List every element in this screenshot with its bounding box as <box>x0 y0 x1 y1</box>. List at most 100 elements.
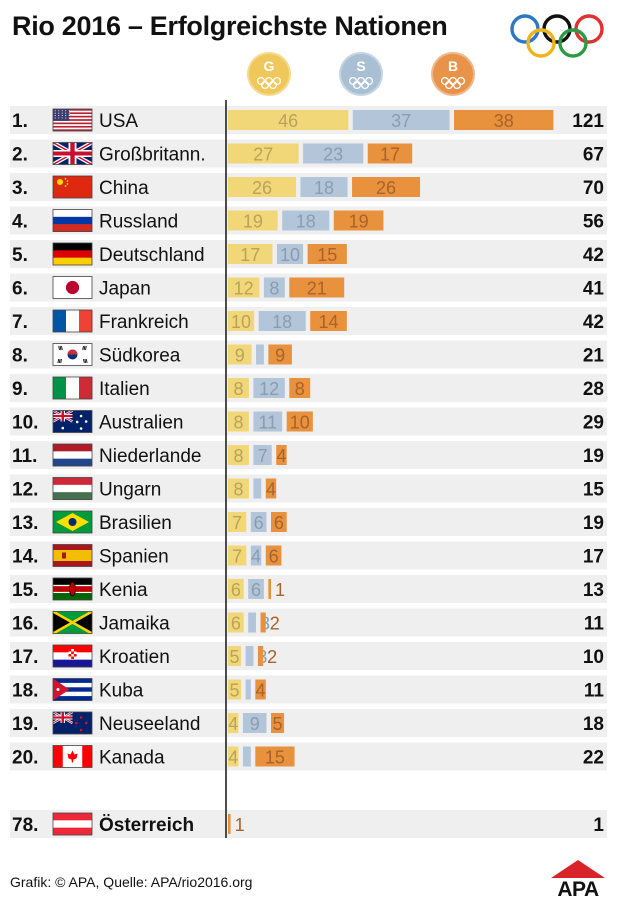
gold-bar <box>228 110 349 130</box>
row-band <box>10 810 607 838</box>
new-zealand-flag-icon <box>84 721 88 725</box>
silver-bar <box>352 110 450 130</box>
new-zealand-flag-icon <box>53 716 73 719</box>
croatia-flag-icon <box>68 649 72 652</box>
new-zealand-flag-icon <box>79 716 83 719</box>
bronze-bar <box>268 579 271 599</box>
usa-flag-icon <box>65 115 67 117</box>
total-label: 29 <box>583 413 604 434</box>
gold-value-label: 8 <box>233 413 243 433</box>
germany-flag-icon <box>53 243 92 251</box>
usa-flag-icon <box>53 125 92 128</box>
silver-bar <box>282 210 330 231</box>
south-korea-flag-icon <box>82 345 84 351</box>
country-name: USA <box>99 111 138 132</box>
new-zealand-flag-icon <box>75 721 78 725</box>
silver-bar <box>276 244 304 264</box>
usa-flag-icon <box>58 115 60 117</box>
bronze-bar <box>454 110 554 130</box>
bronze-bar <box>270 512 287 532</box>
bronze-value-label: 8 <box>295 379 305 399</box>
rank-label: 20. <box>12 748 38 769</box>
gold-bar <box>228 746 239 767</box>
bronze-bar <box>228 814 231 834</box>
gold-bar <box>228 612 244 633</box>
bronze-value-label: 4 <box>276 446 286 466</box>
rank-label: 18. <box>12 681 38 702</box>
total-label: 28 <box>583 379 604 400</box>
apa-logo-text: APA <box>557 878 599 901</box>
netherlands-flag-border <box>52 443 93 467</box>
hungary-flag-icon <box>53 477 92 486</box>
bronze-value-label: 17 <box>380 145 400 165</box>
silver-bar <box>253 445 272 465</box>
south-korea-flag-icon <box>85 358 88 364</box>
rank-label: 8. <box>12 346 28 367</box>
netherlands-flag-icon <box>53 458 92 467</box>
usa-flag-icon <box>68 112 70 114</box>
brazil-flag-border <box>52 510 93 534</box>
usa-flag-icon <box>54 112 56 114</box>
bronze-bar <box>260 612 266 633</box>
bronze-value-label: 14 <box>319 312 339 332</box>
south-korea-flag-icon <box>85 345 87 351</box>
china-flag-icon <box>57 179 63 185</box>
country-name: Australien <box>99 413 184 434</box>
apa-logo-icon <box>551 860 605 878</box>
bronze-bar <box>270 713 285 733</box>
silver-bar <box>245 679 251 700</box>
australia-flag-icon <box>84 420 88 423</box>
jamaica-flag-icon <box>72 611 92 634</box>
kenya-flag-border <box>52 577 93 601</box>
south-korea-flag-icon <box>59 345 62 351</box>
rank-label: 3. <box>12 178 28 199</box>
gold-value-label: 9 <box>235 346 245 366</box>
rank-label: 78. <box>12 815 38 836</box>
uk-flag-border <box>52 142 93 165</box>
silver-value-label: 18 <box>296 212 316 232</box>
silver-value-label: 10 <box>280 245 300 265</box>
south-korea-flag-icon <box>67 349 78 355</box>
cuba-flag-icon <box>53 687 92 692</box>
gold-bar <box>228 411 249 432</box>
usa-flag-icon <box>61 117 63 119</box>
south-korea-flag-icon <box>57 358 60 364</box>
silver-bar <box>245 646 254 666</box>
gold-value-label: 7 <box>232 513 242 533</box>
silver-value-label: 12 <box>259 379 279 399</box>
gold-value-label: 8 <box>233 446 243 466</box>
cuba-flag-icon <box>53 678 70 701</box>
row-band <box>10 340 607 369</box>
usa-flag-icon <box>54 110 56 112</box>
gold-value-label: 4 <box>228 748 238 768</box>
rank-label: 1. <box>12 111 28 132</box>
south-korea-flag-icon <box>84 358 87 364</box>
gold-value-label: 10 <box>231 312 251 332</box>
usa-flag-icon <box>53 114 92 116</box>
country-name: Brasilien <box>99 513 172 534</box>
new-zealand-flag-icon <box>79 728 83 732</box>
silver-medal-label: S <box>356 58 366 74</box>
bronze-value-label: 2 <box>267 647 277 667</box>
gold-value-label: 6 <box>231 580 241 600</box>
total-label: 67 <box>583 145 604 166</box>
germany-flag-icon <box>53 250 92 258</box>
total-label: 11 <box>584 681 605 702</box>
country-name: Ungarn <box>99 480 161 501</box>
olympic-rings-icon <box>510 14 604 58</box>
cuba-flag-icon <box>56 688 60 691</box>
south-korea-flag-icon <box>83 358 85 364</box>
gold-medal-label: G <box>263 58 275 74</box>
country-name: Neuseeland <box>99 714 200 735</box>
austria-flag-icon <box>53 813 92 821</box>
china-flag-icon <box>64 185 67 187</box>
country-name: Großbritann. <box>99 145 206 166</box>
gold-bar <box>228 311 255 331</box>
country-name: Italien <box>99 379 150 400</box>
croatia-flag-icon <box>53 659 92 668</box>
russia-flag-icon <box>53 224 92 232</box>
country-name: Russland <box>99 212 178 233</box>
canada-flag-icon <box>53 745 64 768</box>
rank-label: 13. <box>12 513 38 534</box>
